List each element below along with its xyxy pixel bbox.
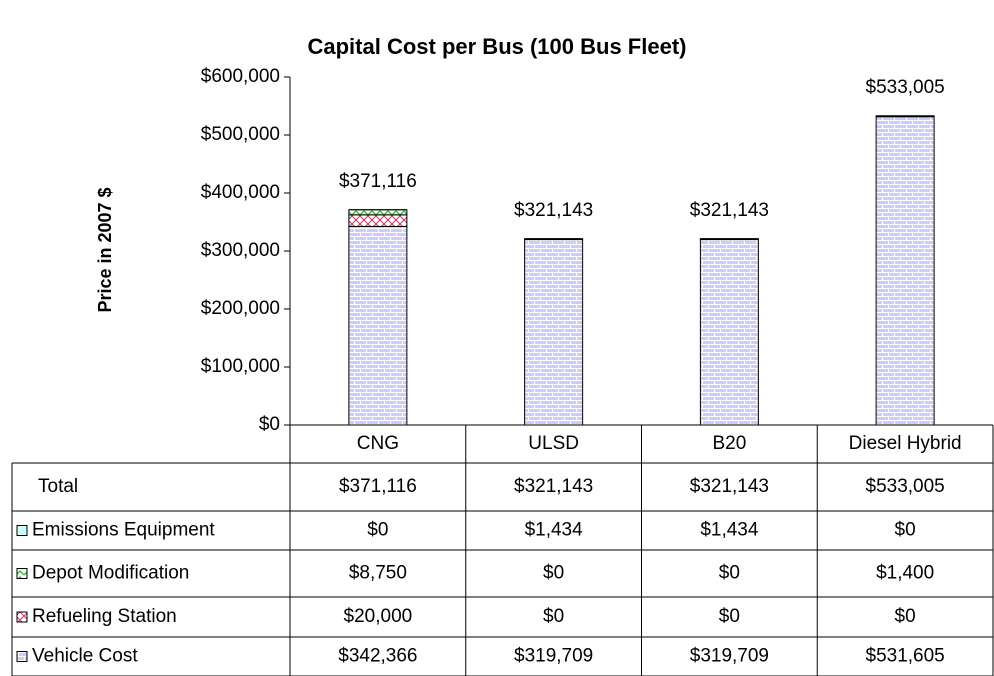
table-cell: $1,434: [700, 520, 759, 541]
table-cell: $319,709: [514, 646, 593, 667]
table-cell: $531,605: [866, 646, 945, 667]
table-cell: $0: [367, 520, 388, 541]
table-cell: $342,366: [338, 646, 417, 667]
category-label: Diesel Hybrid: [849, 433, 962, 454]
table-cell: $20,000: [344, 606, 413, 627]
legend-label: Emissions Equipment: [32, 520, 215, 541]
table-cell: $533,005: [866, 476, 945, 497]
table-cell: $319,709: [690, 646, 769, 667]
y-tick-label: $200,000: [201, 298, 280, 319]
total-label: $321,143: [690, 200, 769, 221]
legend-swatch: [16, 525, 28, 536]
table-cell: $0: [719, 606, 740, 627]
legend-swatch: [16, 651, 28, 662]
table-cell: $0: [543, 606, 564, 627]
y-tick-label: $400,000: [201, 182, 280, 203]
row-label: Total: [38, 476, 78, 497]
bar-segment: [348, 209, 408, 216]
table-cell: $0: [543, 563, 564, 584]
total-label: $321,143: [514, 200, 593, 221]
legend-label: Vehicle Cost: [32, 646, 138, 667]
bar-segment: [524, 239, 584, 426]
bar-segment: [699, 239, 759, 426]
category-label: CNG: [357, 433, 399, 454]
y-tick-label: $0: [259, 414, 280, 435]
bar-segment: [875, 116, 935, 426]
table-cell: $0: [895, 606, 916, 627]
table-cell: $8,750: [349, 563, 407, 584]
bar-segment: [348, 225, 408, 426]
legend-swatch: [16, 611, 28, 623]
total-label: $371,116: [339, 171, 417, 192]
chart-title: Capital Cost per Bus (100 Bus Fleet): [308, 34, 687, 59]
legend-label: Refueling Station: [32, 606, 177, 627]
table-cell: $1,434: [525, 520, 584, 541]
bar-segment: [348, 214, 408, 227]
category-label: ULSD: [528, 433, 579, 454]
table-cell: $321,143: [690, 476, 769, 497]
y-tick-label: $500,000: [201, 124, 280, 145]
table-cell: $321,143: [514, 476, 593, 497]
total-label: $533,005: [866, 77, 945, 98]
table-cell: $0: [895, 520, 916, 541]
y-tick-label: $100,000: [201, 356, 280, 377]
y-tick-label: $300,000: [201, 240, 280, 261]
category-label: B20: [712, 433, 746, 454]
legend-swatch: [16, 568, 28, 579]
y-tick-label: $600,000: [201, 66, 280, 87]
legend-label: Depot Modification: [32, 563, 189, 584]
y-axis-title: Price in 2007 $: [95, 187, 115, 312]
table-cell: $0: [719, 563, 740, 584]
table-cell: $1,400: [876, 563, 934, 584]
table-cell: $371,116: [339, 476, 417, 497]
